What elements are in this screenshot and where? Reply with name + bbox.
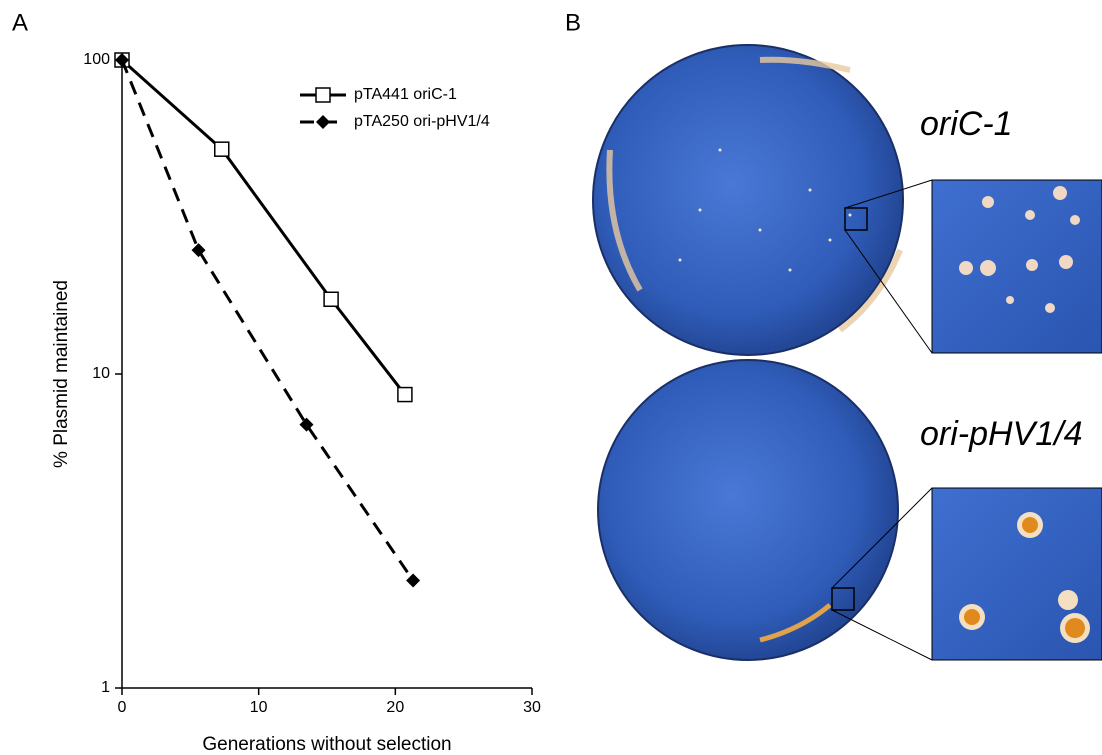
streak (759, 603, 832, 643)
x-tick-label: 20 (386, 699, 404, 716)
y-tick-label: 10 (92, 365, 110, 382)
x-tick-label: 10 (250, 699, 268, 716)
panel-label: A (12, 9, 28, 36)
plate (592, 44, 904, 356)
y-axis-title: % Plasmid maintained (51, 280, 72, 468)
point (323, 291, 339, 308)
plate (597, 359, 899, 661)
panel-label: B (565, 9, 581, 36)
inset-photo (931, 179, 1102, 354)
legend-label: pTA250 ori-pHV1/4 (354, 113, 490, 130)
y-tick-label: 1 (101, 679, 110, 696)
series-line (121, 58, 407, 396)
colonies (959, 512, 1090, 643)
colonies (678, 148, 852, 272)
point (214, 141, 230, 157)
point (397, 386, 413, 403)
connector (831, 487, 933, 589)
streak (606, 56, 903, 333)
x-tick-label: 30 (523, 699, 541, 716)
x-tick-label: 0 (118, 699, 127, 716)
series-line (120, 59, 415, 582)
point (299, 417, 314, 432)
photo-label: ori-pHV1/4 (920, 415, 1083, 453)
photo-label: oriC-1 (920, 105, 1013, 143)
legend-marker (315, 87, 331, 103)
connector (831, 609, 933, 661)
point (191, 243, 206, 258)
y-tick-label: 100 (83, 51, 110, 68)
x-axis-title: Generations without selection (202, 734, 451, 755)
zoom-box (831, 587, 855, 611)
legend-label: pTA441 oriC-1 (354, 86, 457, 103)
point (406, 573, 421, 588)
zoom-box (844, 207, 868, 231)
colonies (959, 186, 1080, 313)
connector (844, 179, 933, 209)
point (115, 53, 129, 67)
connector (844, 229, 933, 354)
plate-photos: oriC-1 ori-pHV1/4 (592, 44, 1102, 661)
legend-marker (316, 115, 330, 129)
